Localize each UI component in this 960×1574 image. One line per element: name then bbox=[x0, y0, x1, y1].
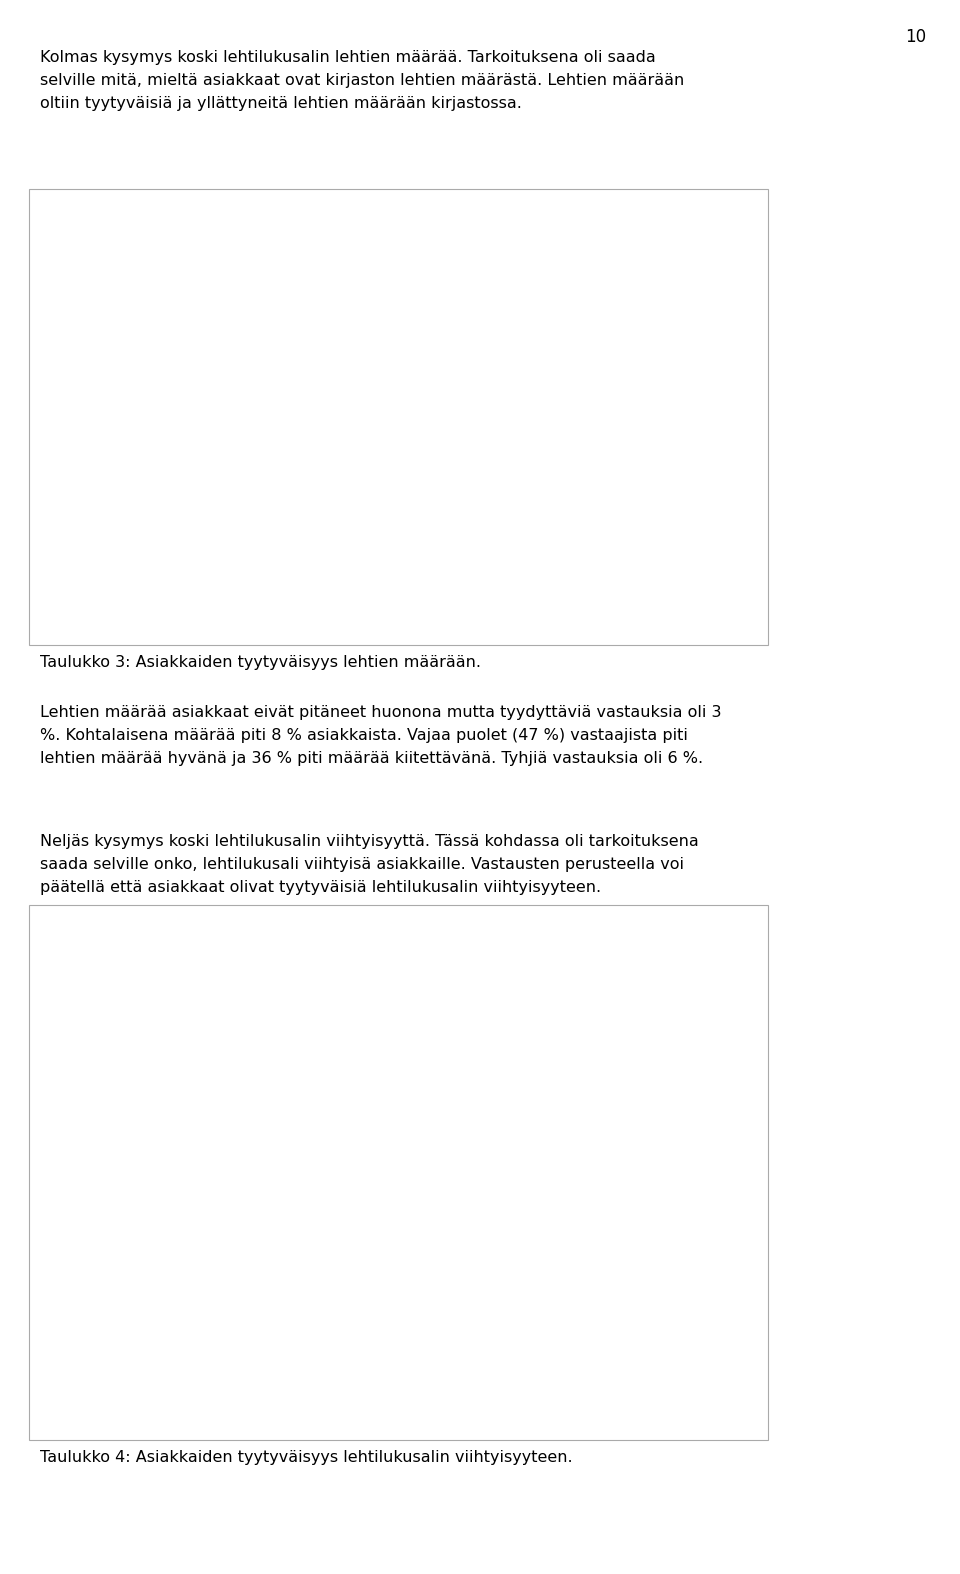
Text: 0 %: 0 % bbox=[204, 217, 234, 233]
Wedge shape bbox=[252, 250, 361, 417]
Text: 3 %: 3 % bbox=[266, 217, 298, 233]
Text: 39 %: 39 % bbox=[115, 1157, 157, 1173]
Text: 6 %: 6 % bbox=[215, 296, 247, 312]
Text: 10: 10 bbox=[905, 28, 926, 46]
Text: 14 %: 14 % bbox=[281, 1056, 324, 1070]
Wedge shape bbox=[200, 998, 252, 1168]
Text: Neljäs kysymys koski lehtilukusalin viihtyisyyttä. Tässä kohdassa oli tarkoituks: Neljäs kysymys koski lehtilukusalin viih… bbox=[40, 834, 699, 896]
Wedge shape bbox=[82, 1006, 252, 1328]
Text: 36 %: 36 % bbox=[116, 403, 158, 417]
Text: 0 %: 0 % bbox=[204, 968, 236, 982]
Wedge shape bbox=[252, 998, 385, 1168]
Wedge shape bbox=[190, 247, 252, 417]
Text: Taulukko 3: Asiakkaiden tyytyväisyys lehtien määrään.: Taulukko 3: Asiakkaiden tyytyväisyys leh… bbox=[40, 655, 481, 671]
Text: 5 %: 5 % bbox=[219, 1047, 251, 1061]
Wedge shape bbox=[83, 260, 252, 567]
Text: 8 %: 8 % bbox=[286, 305, 318, 320]
Text: Taulukko 4: Asiakkaiden tyytyväisyys lehtilukusalin viihtyisyyteen.: Taulukko 4: Asiakkaiden tyytyväisyys leh… bbox=[40, 1450, 573, 1465]
Text: 3 %: 3 % bbox=[248, 294, 279, 310]
Wedge shape bbox=[171, 286, 422, 587]
Text: 0 %: 0 % bbox=[270, 968, 300, 982]
Wedge shape bbox=[190, 1059, 424, 1339]
Text: 47 %: 47 % bbox=[327, 475, 370, 490]
Text: Kolmas kysymys koski lehtilukusalin lehtien määrää. Tarkoituksena oli saada
selv: Kolmas kysymys koski lehtilukusalin leht… bbox=[40, 50, 684, 112]
Text: Lehtien määrää asiakkaat eivät pitäneet huonona mutta tyydyttäviä vastauksia oli: Lehtien määrää asiakkaat eivät pitäneet … bbox=[40, 705, 722, 767]
Wedge shape bbox=[252, 247, 284, 417]
Text: 42 %: 42 % bbox=[326, 1229, 368, 1245]
Legend: Huono, Tyydyttävä, Kohtalainen, Hyvä, Kiitettävä, Tyhjä: Huono, Tyydyttävä, Kohtalainen, Hyvä, Ki… bbox=[507, 351, 620, 483]
Legend: Huono, Tyydyttävä, Kohtalainen, Hyvä, Kiitettävä, Tyhjä: Huono, Tyydyttävä, Kohtalainen, Hyvä, Ki… bbox=[509, 1102, 622, 1236]
